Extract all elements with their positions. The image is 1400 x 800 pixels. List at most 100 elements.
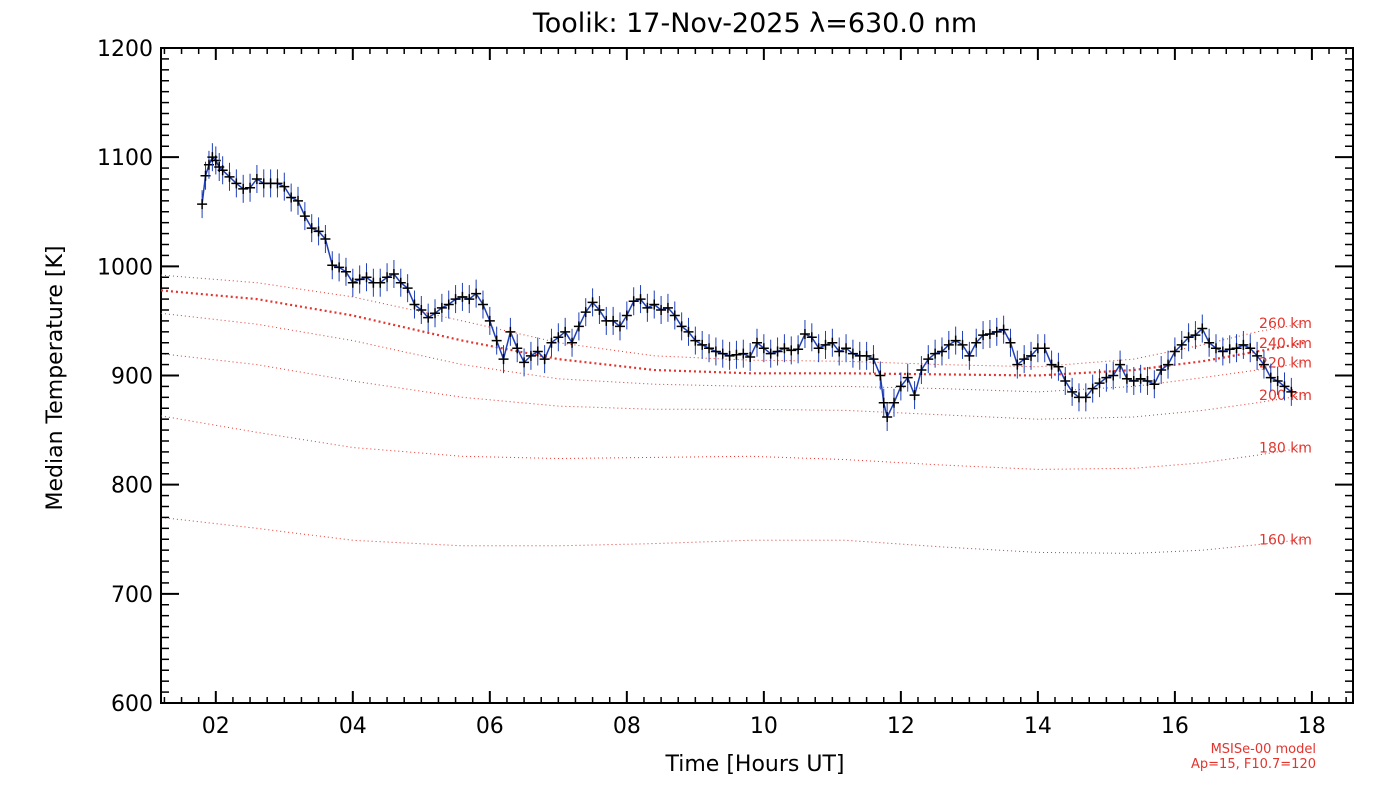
data-point [813, 343, 824, 354]
model-curve [160, 289, 1306, 377]
data-point [580, 307, 591, 318]
data-point [1197, 323, 1208, 334]
x-tick-label: 08 [613, 714, 641, 739]
data-point [758, 343, 769, 354]
data-point [197, 199, 208, 210]
data-point [1039, 343, 1050, 354]
y-tick-label: 800 [111, 474, 153, 499]
data-point [1121, 373, 1132, 384]
model-curve [160, 312, 1306, 393]
data-point [1012, 359, 1023, 370]
data-point [1169, 346, 1180, 357]
data-point [1183, 332, 1194, 343]
data-point [409, 299, 420, 310]
data-point [704, 343, 715, 354]
data-point [861, 350, 872, 361]
data-point [327, 260, 338, 271]
model-curve-label: 220 km [1259, 355, 1312, 371]
data-point [1224, 344, 1235, 355]
data-point [1279, 381, 1290, 392]
data-point [943, 339, 954, 350]
x-axis-label: Time [Hours UT] [665, 752, 845, 777]
data-point [1087, 383, 1098, 394]
data-point [354, 274, 365, 285]
data-point [491, 335, 502, 346]
model-curves: 260 km 240 km 220 km 200 km 180 km 160 km [160, 274, 1312, 554]
data-point [484, 315, 495, 326]
data-point [683, 326, 694, 337]
data-point [1026, 350, 1037, 361]
data-point [731, 349, 742, 360]
data-point [998, 324, 1009, 335]
data-point [375, 277, 386, 288]
data-point [560, 326, 571, 337]
axes: 02 04 06 08 10 12 14 16 18 600 700 800 900 1000 1100 12… [97, 37, 1353, 739]
data-point [1053, 361, 1064, 372]
data-point [498, 354, 509, 365]
data-point [553, 332, 564, 343]
plot-frame [160, 47, 1354, 704]
x-tick-label: 04 [339, 714, 367, 739]
data-point [1046, 359, 1057, 370]
data-point [820, 339, 831, 350]
data-point [594, 305, 605, 315]
data-point [299, 211, 310, 222]
data-point [1060, 375, 1071, 386]
data-point [889, 397, 900, 408]
data-point [662, 302, 673, 313]
data-point [306, 223, 317, 234]
data-point [477, 299, 488, 310]
x-tick-label: 10 [750, 714, 778, 739]
data-point [519, 357, 530, 368]
data-point [882, 411, 893, 422]
data-point [868, 354, 879, 365]
data-point [964, 350, 975, 361]
data-point [1005, 337, 1016, 348]
x-tick-label: 06 [476, 714, 504, 739]
data-point [1149, 379, 1160, 390]
data-point [786, 345, 797, 356]
data-point [1217, 346, 1228, 357]
data-point [245, 182, 256, 193]
measured-series [197, 0, 1297, 431]
data-point [717, 348, 728, 359]
data-point [957, 339, 968, 350]
data-point [909, 390, 920, 401]
data-point [745, 351, 756, 362]
data-point [690, 335, 701, 346]
data-point [423, 312, 434, 323]
x-tick-label: 18 [1298, 714, 1326, 739]
data-point [971, 337, 982, 348]
data-point [765, 348, 776, 359]
data-point [710, 346, 721, 357]
data-point [1252, 350, 1263, 361]
data-point [532, 346, 543, 357]
data-point [779, 343, 790, 354]
model-curve [160, 415, 1306, 470]
data-point [827, 337, 838, 348]
data-point [923, 354, 934, 365]
data-point [416, 305, 427, 315]
data-point [450, 294, 461, 305]
data-point [793, 344, 804, 355]
data-point [430, 308, 441, 319]
data-point [984, 329, 995, 340]
data-point [539, 354, 550, 365]
data-point [738, 348, 749, 359]
data-point [1115, 359, 1126, 370]
data-point [457, 291, 468, 302]
data-point [340, 266, 351, 277]
data-point [567, 337, 578, 348]
data-point [1080, 392, 1091, 403]
data-point [443, 299, 454, 310]
data-point [512, 343, 523, 354]
data-point [649, 299, 660, 310]
data-point [902, 372, 913, 383]
model-curve-label: 260 km [1259, 316, 1312, 332]
data-point [347, 277, 358, 288]
data-point [1163, 359, 1174, 370]
data-point [334, 262, 345, 273]
model-note-line-2: Ap=15, F10.7=120 [1191, 757, 1316, 772]
data-point [1128, 375, 1139, 386]
